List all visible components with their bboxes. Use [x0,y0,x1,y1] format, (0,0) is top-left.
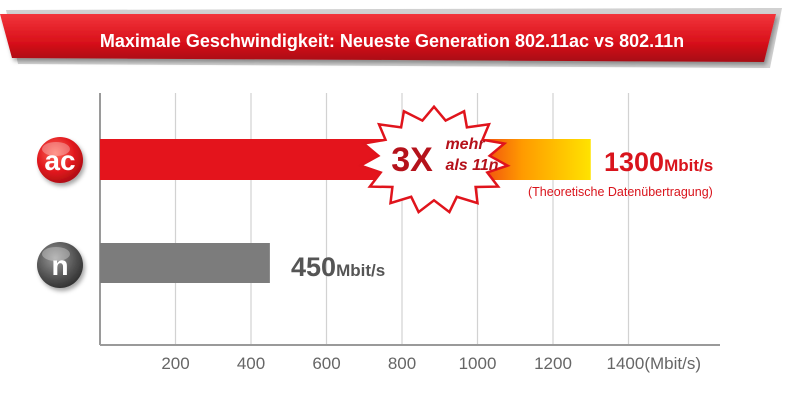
x-tick-label-3: 800 [388,354,416,373]
value-unit-n: Mbit/s [336,261,385,280]
x-tick-label-6: 1400(Mbit/s) [607,354,701,373]
x-tick-label-4: 1000 [459,354,497,373]
value-label-n: 450Mbit/s [291,252,385,282]
category-label-ac: ac [44,145,75,176]
x-tick-label-2: 600 [312,354,340,373]
x-tick-label-5: 1200 [534,354,572,373]
badge-line-2: als 11n [445,157,498,174]
bar-n [100,243,270,283]
chart-title: Maximale Geschwindigkeit: Neueste Genera… [100,31,684,51]
speed-badge: 3X mehr als 11n [357,104,511,215]
value-number-ac: 1300 [604,147,664,177]
value-label-ac: 1300Mbit/s [604,147,713,177]
n-icon: n [37,242,83,288]
value-unit-ac: Mbit/s [664,156,713,175]
gridlines [174,93,630,345]
x-tick-label-1: 400 [237,354,265,373]
value-number-n: 450 [291,252,336,282]
throughput-note: (Theoretische Datenübertragung) [528,185,713,199]
x-tick-label-0: 200 [161,354,189,373]
badge-multiplier: 3X [391,141,433,179]
badge-line-1: mehr [445,136,485,153]
category-label-n: n [51,250,68,281]
title-banner [0,8,782,68]
x-tick-labels: 200 400 600 800 1000 1200 1400(Mbit/s) [161,354,701,373]
ac-icon: ac [37,137,83,183]
bar-ac [100,139,591,180]
starburst-shape [357,104,511,215]
